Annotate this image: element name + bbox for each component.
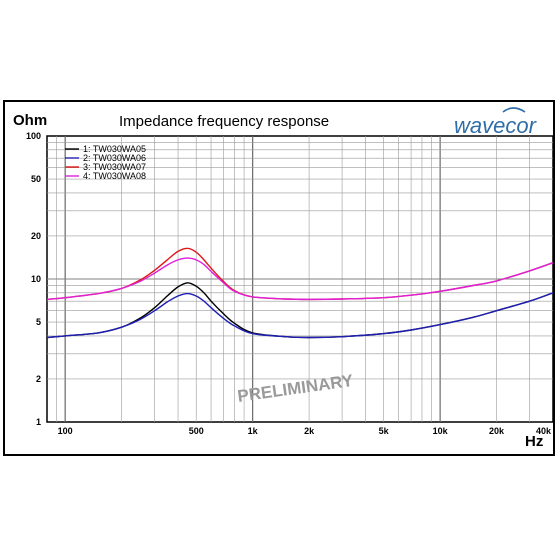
y-tick-label: 2	[36, 374, 41, 384]
legend-label-2: 2: TW030WA06	[83, 153, 146, 163]
y-axis-label: Ohm	[13, 112, 47, 129]
curves	[46, 247, 553, 339]
x-tick-label: 100	[58, 426, 73, 436]
x-tick-label: 5k	[379, 426, 390, 436]
x-tick-label: 2k	[304, 426, 315, 436]
x-axis-label: Hz	[525, 433, 543, 450]
impedance-chart: Ohm Impedance frequency response wavecor…	[5, 102, 553, 450]
y-tick-labels: 1 2 5 10 20 50 100	[26, 131, 41, 427]
chart-title: Impedance frequency response	[119, 113, 329, 130]
x-tick-label: 500	[189, 426, 204, 436]
y-tick-label: 10	[31, 274, 41, 284]
y-tick-label: 1	[36, 417, 41, 427]
legend-label-4: 4: TW030WA08	[83, 171, 146, 181]
series-line-4	[46, 257, 553, 301]
legend-label-1: 1: TW030WA05	[83, 144, 146, 154]
wavecor-logo: wavecor	[454, 113, 538, 138]
x-tick-label: 20k	[489, 426, 505, 436]
grid	[47, 136, 553, 422]
y-tick-label: 100	[26, 131, 41, 141]
y-tick-label: 20	[31, 231, 41, 241]
y-tick-label: 50	[31, 174, 41, 184]
series-line-2	[46, 292, 553, 339]
logo-swoosh	[502, 107, 526, 113]
x-tick-label: 1k	[248, 426, 259, 436]
y-tick-label: 5	[36, 317, 41, 327]
x-tick-label: 40k	[536, 426, 552, 436]
legend-label-3: 3: TW030WA07	[83, 162, 146, 172]
x-tick-labels: 100 500 1k 2k 5k 10k 20k 40k	[58, 426, 552, 436]
chart-frame: Ohm Impedance frequency response wavecor…	[3, 100, 555, 456]
x-tick-label: 10k	[433, 426, 449, 436]
